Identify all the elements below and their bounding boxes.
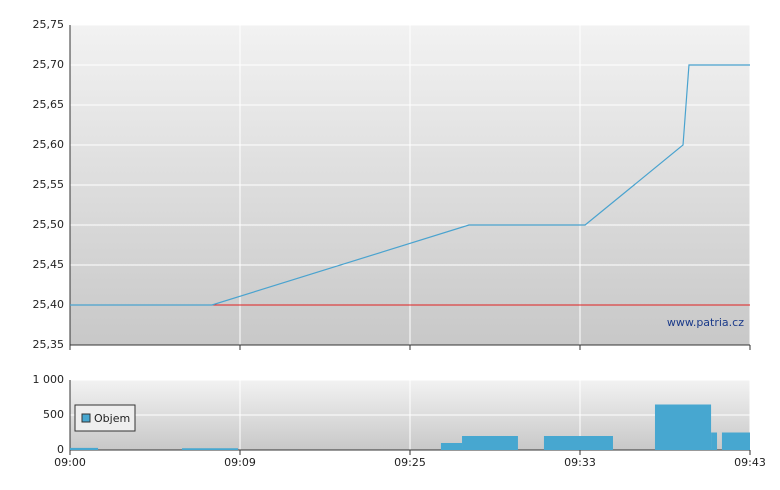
volume-bar <box>462 436 518 450</box>
y-tick-label: 25,60 <box>33 138 65 151</box>
x-tick-label: 09:09 <box>224 456 256 469</box>
x-tick-label: 09:00 <box>54 456 86 469</box>
x-tick-label: 09:33 <box>564 456 596 469</box>
x-tick-label: 09:25 <box>394 456 426 469</box>
y-tick-label: 25,65 <box>33 98 65 111</box>
legend-label: Objem <box>94 412 130 425</box>
volume-bar <box>721 432 750 450</box>
y-tick-label: 25,70 <box>33 58 65 71</box>
price-line <box>70 64 750 306</box>
y-tick-label: 500 <box>43 408 64 421</box>
volume-bar <box>543 436 613 450</box>
y-tick-label: 1 000 <box>33 373 65 386</box>
y-tick-label: 25,35 <box>33 338 65 351</box>
volume-bar <box>440 443 463 450</box>
y-tick-label: 25,55 <box>33 178 65 191</box>
volume-bar <box>711 432 718 450</box>
y-tick-label: 25,40 <box>33 298 65 311</box>
legend-swatch <box>81 413 91 423</box>
volume-bar <box>182 448 238 450</box>
volume-bar <box>70 447 99 450</box>
x-tick-label: 09:43 <box>734 456 766 469</box>
y-tick-label: 0 <box>57 443 64 456</box>
volume-bar <box>654 404 712 450</box>
y-tick-label: 25,50 <box>33 218 65 231</box>
watermark: www.patria.cz <box>667 316 744 329</box>
y-tick-label: 25,75 <box>33 18 65 31</box>
y-tick-label: 25,45 <box>33 258 65 271</box>
